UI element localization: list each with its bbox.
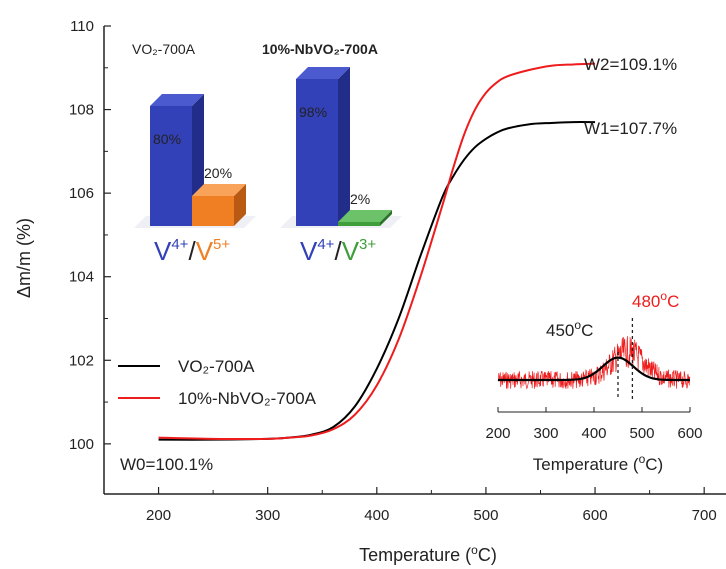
valence-label: V4+/V5+ (154, 236, 230, 266)
bar-value-label: 80% (153, 131, 181, 147)
w2-annotation: W2=109.1% (584, 55, 677, 74)
inset-series-vo2 (498, 356, 690, 382)
inset-x-tick-label: 600 (677, 425, 702, 442)
legend: VO₂-700A 10%-NbVO₂-700A (118, 357, 317, 408)
x-tick-label: 300 (255, 507, 280, 524)
inset-x-tick-label: 200 (485, 425, 510, 442)
bar-side (338, 67, 350, 226)
inset-series-nbvo2 (497, 336, 691, 390)
x-tick-label: 200 (146, 507, 171, 524)
valence-sup: 4+ (171, 236, 188, 253)
bar-front (338, 222, 380, 226)
bar-top (338, 210, 392, 222)
inset-x-tick-label: 500 (629, 425, 654, 442)
bar-top (150, 94, 204, 106)
y-tick-label: 108 (69, 102, 94, 119)
valence-base: V (342, 236, 360, 266)
w0-annotation: W0=100.1% (120, 455, 213, 474)
bar-value-label: 2% (350, 191, 370, 207)
x-axis-title-unit: C) (478, 545, 497, 565)
valence-sup: 3+ (359, 236, 376, 253)
bar-front (192, 196, 234, 226)
inset-x-tick-label: 300 (533, 425, 558, 442)
y-tick-label: 102 (69, 352, 94, 369)
bar-front (150, 106, 192, 226)
w1-annotation: W1=107.7% (584, 119, 677, 138)
y-tick-label: 104 (69, 269, 94, 286)
series-line-nbvo2 (158, 62, 596, 440)
x-axis-title-o: o (471, 543, 478, 557)
bar-top (192, 184, 246, 196)
inset-x-ticks: 200 300 400 500 600 (485, 407, 703, 442)
bar-top (296, 67, 350, 79)
main-series (158, 62, 596, 441)
legend-label-nbvo2: 10%-NbVO₂-700A (178, 389, 317, 408)
inset-peak-label-vo2: 450oC (546, 318, 593, 340)
bar-value-label: 20% (204, 165, 232, 181)
y-tick-label: 110 (70, 18, 94, 35)
inset-x-axis-title: Temperature (oC) (533, 452, 663, 474)
valence-base: V (154, 236, 172, 266)
valence-label: V4+/V3+ (300, 236, 376, 266)
inset-peak-label-nbvo2: 480oC (632, 289, 679, 311)
valence-separator: / (334, 236, 342, 266)
valence-separator: / (188, 236, 196, 266)
x-tick-label: 600 (583, 507, 608, 524)
x-tick-label: 400 (364, 507, 389, 524)
bar-panel-title-nbvo2: 10%-NbVO₂-700A (262, 41, 378, 57)
x-ticks: 200 300 400 500 600 700 (103, 487, 717, 524)
x-axis-title: Temperature (CoC) (359, 543, 497, 565)
valence-sup: 5+ (213, 236, 230, 253)
inset-series (497, 318, 691, 400)
y-tick-label: 106 (69, 185, 94, 202)
dtg-inset: 200 300 400 500 600 450oC 480oC Temperature … (485, 289, 702, 474)
bar-panel-title-vo2: VO₂-700A (132, 41, 196, 57)
inset-x-tick-label: 400 (581, 425, 606, 442)
main-axes: 200 300 400 500 600 700 100 102 104 106 108 110 Te… (14, 18, 726, 565)
x-tick-label: 500 (473, 507, 498, 524)
y-axis-title: Δm/m (%) (14, 218, 34, 298)
y-ticks: 100 102 104 106 108 110 (69, 18, 111, 453)
valence-sup: 4+ (317, 236, 334, 253)
y-tick-label: 100 (69, 436, 94, 453)
bar-side (380, 210, 392, 226)
bar-side (234, 184, 246, 226)
x-tick-label: 700 (692, 507, 717, 524)
valence-base: V (300, 236, 318, 266)
legend-label-vo2: VO₂-700A (178, 357, 255, 376)
bar-front (296, 79, 338, 226)
bar-value-label: 98% (299, 104, 327, 120)
valence-bar-inset: VO₂-700A 10%-NbVO₂-700A 80%20%V4+/V5+98%… (132, 41, 402, 266)
valence-base: V (196, 236, 214, 266)
